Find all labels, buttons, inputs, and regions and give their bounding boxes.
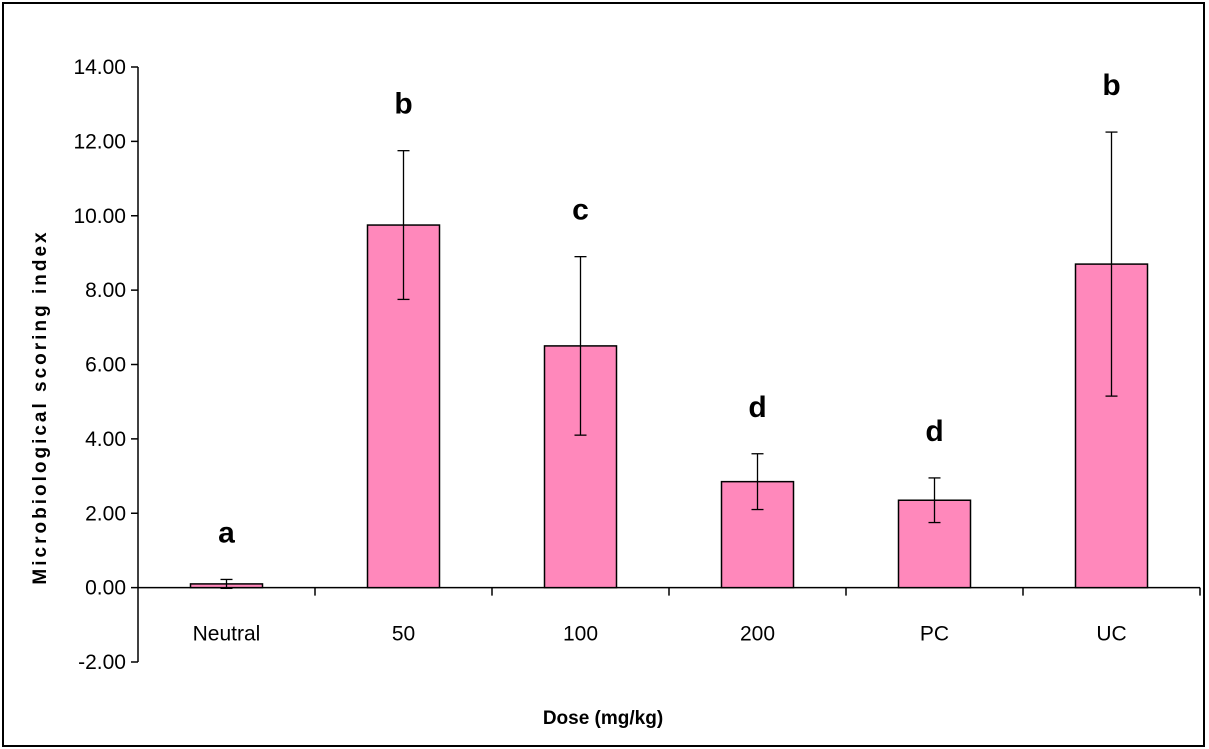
category-label: 50 (392, 623, 415, 646)
y-tick-label: 6.00 (85, 354, 126, 377)
y-tick-label: 12.00 (73, 130, 126, 153)
category-label: 100 (563, 623, 598, 646)
axes: -2.00 0.00 2.00 4.00 6.00 8.00 10.00 12.00 14.00 (73, 56, 1201, 674)
labels: Neutral a 50 b 100 c 200 d PC d UC b (193, 69, 1127, 646)
y-tick-label: 14.00 (73, 56, 126, 79)
y-tick-label: 0.00 (85, 577, 126, 600)
significance-label: b (394, 88, 412, 121)
y-tick-label: -2.00 (78, 651, 126, 674)
bars (189, 131, 1149, 590)
category-label: UC (1096, 623, 1126, 646)
significance-label: b (1102, 69, 1120, 102)
category-label: Neutral (193, 623, 261, 646)
significance-label: c (572, 194, 589, 227)
significance-label: d (748, 391, 766, 424)
category-label: PC (920, 623, 949, 646)
y-tick-label: 4.00 (85, 428, 126, 451)
y-tick-label: 8.00 (85, 279, 126, 302)
y-tick-label: 10.00 (73, 205, 126, 228)
bar-chart: -2.00 0.00 2.00 4.00 6.00 8.00 10.00 12.00 14.00… (30, 56, 1201, 729)
y-axis-title: Microbiological scoring index (30, 229, 51, 584)
category-label: 200 (740, 623, 775, 646)
y-tick-label: 2.00 (85, 502, 126, 525)
x-axis-title: Dose (mg/kg) (543, 708, 663, 729)
significance-label: a (218, 516, 235, 549)
significance-label: d (925, 415, 943, 448)
